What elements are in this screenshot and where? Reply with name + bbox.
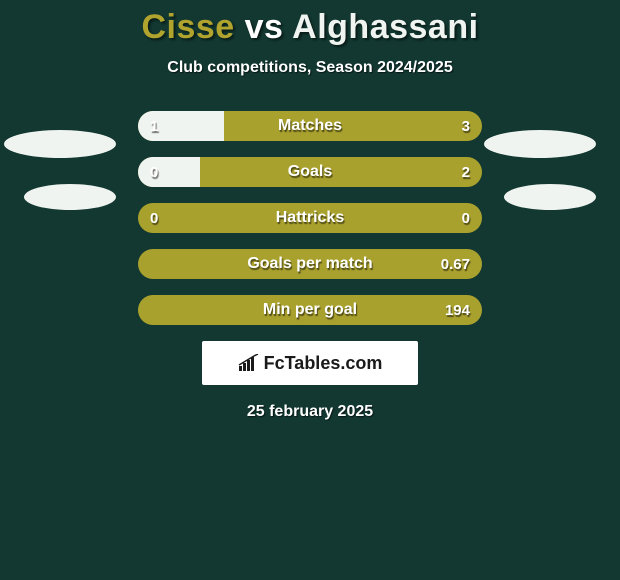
stat-bar-left-fill — [138, 111, 224, 141]
stat-row: Goals per match0.67 — [138, 249, 482, 279]
stat-bar-track — [138, 249, 482, 279]
date-label: 25 february 2025 — [0, 403, 620, 421]
stat-bar-track — [138, 295, 482, 325]
comparison-chart: Matches13 Goals02 Hattricks00 Goals per mat… — [0, 111, 620, 325]
stat-row: Hattricks00 — [138, 203, 482, 233]
decor-ellipse-right — [504, 184, 596, 210]
subtitle: Club competitions, Season 2024/2025 — [0, 59, 620, 77]
player-a-name: Cisse — [141, 8, 234, 46]
stat-row: Min per goal194 — [138, 295, 482, 325]
decor-ellipse-right — [484, 130, 596, 158]
page-title: Cisse vs Alghassani — [0, 0, 620, 47]
decor-ellipse-left — [4, 130, 116, 158]
vs-text: vs — [245, 8, 284, 46]
decor-ellipse-left — [24, 184, 116, 210]
brand-chart-icon — [238, 354, 260, 372]
stat-bar-left-fill — [138, 157, 200, 187]
player-b-name: Alghassani — [292, 8, 478, 46]
stat-bar-track — [138, 203, 482, 233]
stat-row: Matches13 — [138, 111, 482, 141]
brand-badge[interactable]: FcTables.com — [202, 341, 418, 385]
stat-row: Goals02 — [138, 157, 482, 187]
brand-text: FcTables.com — [264, 353, 383, 374]
